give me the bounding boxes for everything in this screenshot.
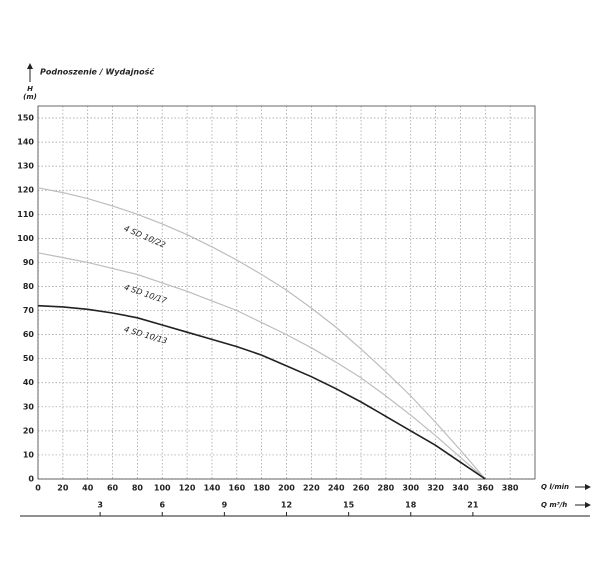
- x-tick-label: 320: [427, 484, 444, 493]
- x2-tick-label: 15: [343, 501, 355, 510]
- x-tick-label: 0: [35, 484, 41, 493]
- curve-label: 4 SD 10/22: [122, 224, 166, 250]
- x-tick-label: 40: [82, 484, 94, 493]
- y-tick-label: 70: [23, 306, 35, 315]
- x-tick-label: 200: [278, 484, 295, 493]
- x-tick-label: 380: [502, 484, 519, 493]
- x2-tick-label: 3: [97, 501, 103, 510]
- curve-label: 4 SD 10/17: [123, 283, 169, 306]
- y-label: H: [27, 85, 33, 93]
- x-tick-label: 280: [378, 484, 395, 493]
- x-arrow-head: [585, 484, 591, 490]
- x-tick-label: 260: [353, 484, 370, 493]
- x-tick-label: 240: [328, 484, 345, 493]
- x2-tick-label: 18: [405, 501, 417, 510]
- x-tick-label: 220: [303, 484, 320, 493]
- y-tick-label: 20: [23, 426, 35, 435]
- y-tick-label: 110: [17, 210, 34, 219]
- y-tick-label: 50: [23, 354, 35, 363]
- y-tick-label: 40: [23, 378, 35, 387]
- y-tick-label: 140: [17, 138, 34, 147]
- y-tick-label: 0: [28, 475, 34, 484]
- x-label: Q l/min: [541, 483, 569, 491]
- x-tick-label: 140: [204, 484, 221, 493]
- y-tick-label: 10: [23, 450, 35, 459]
- x-tick-label: 60: [107, 484, 119, 493]
- y-arrow-head: [27, 63, 33, 69]
- x2-tick-label: 12: [281, 501, 292, 510]
- x-tick-label: 340: [452, 484, 469, 493]
- y-tick-label: 60: [23, 330, 35, 339]
- y-tick-label: 30: [23, 402, 35, 411]
- x2-tick-label: 21: [467, 501, 479, 510]
- x-tick-label: 300: [402, 484, 419, 493]
- x2-label: Q m³/h: [541, 501, 567, 509]
- plot-frame: [37, 105, 536, 480]
- x-tick-label: 120: [179, 484, 196, 493]
- x-tick-label: 160: [228, 484, 245, 493]
- y-tick-label: 130: [17, 162, 34, 171]
- x2-tick-label: 6: [159, 501, 165, 510]
- x-tick-label: 180: [253, 484, 270, 493]
- y-tick-label: 80: [23, 282, 35, 291]
- y-tick-label: 150: [17, 114, 34, 123]
- curve: [37, 187, 486, 480]
- x-tick-label: 100: [154, 484, 171, 493]
- curve: [37, 252, 486, 480]
- x2-arrow-head: [585, 502, 591, 508]
- x2-tick-label: 9: [222, 501, 228, 510]
- x-tick-label: 80: [132, 484, 144, 493]
- y-tick-label: 90: [23, 258, 35, 267]
- y-tick-label: 100: [17, 234, 34, 243]
- curve-label: 4 SD 10/13: [123, 325, 168, 346]
- curve: [37, 304, 486, 480]
- x-tick-label: 20: [57, 484, 69, 493]
- chart-title: Podnoszenie / Wydajność: [40, 67, 155, 77]
- x-tick-label: 360: [477, 484, 494, 493]
- y-tick-label: 120: [17, 186, 34, 195]
- y-unit: (m): [23, 93, 37, 101]
